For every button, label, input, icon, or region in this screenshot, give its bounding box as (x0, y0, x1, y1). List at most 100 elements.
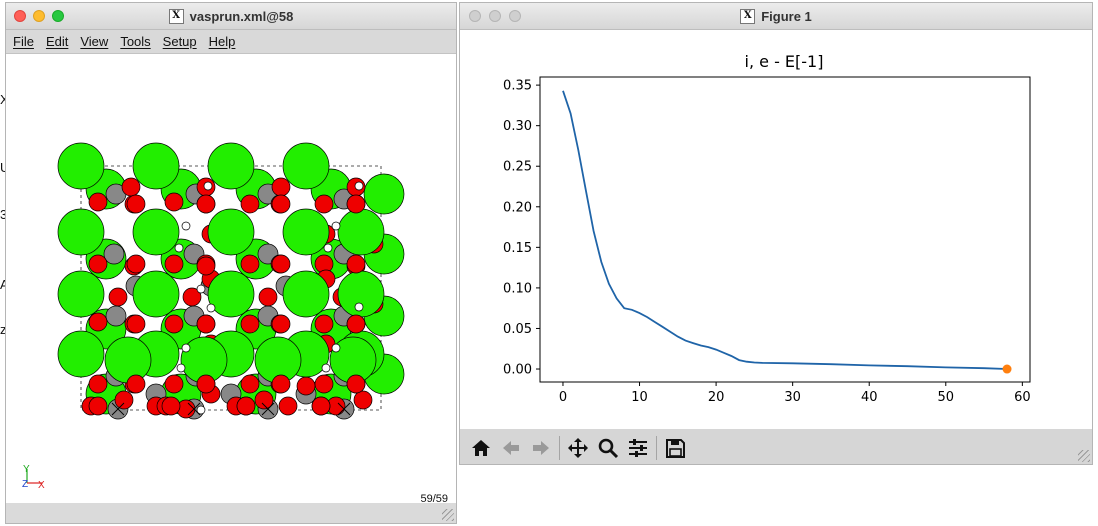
window-title: Figure 1 (761, 9, 812, 24)
c-atom (105, 305, 127, 327)
constraint-cross-icon (111, 402, 125, 416)
o-atom (240, 254, 260, 274)
axis-z-label: Z (22, 479, 28, 490)
y-tick-label: 0.20 (503, 200, 532, 215)
menu-view[interactable]: View (80, 34, 109, 49)
o-atom (314, 194, 334, 214)
save-icon[interactable] (660, 433, 690, 463)
resize-grip-icon[interactable] (442, 509, 454, 521)
o-atom (346, 254, 366, 274)
figure-window: X Figure 1 i, e - E[-1] 0 10 20 30 40 50 60 0.0… (459, 2, 1093, 465)
o-atom (271, 314, 291, 334)
o-atom (311, 396, 331, 416)
o-atom (196, 256, 216, 276)
o-atom (296, 376, 316, 396)
menu-help[interactable]: Help (208, 34, 236, 49)
h-atom (354, 181, 364, 191)
x11-icon: X (168, 9, 184, 24)
y-tick-label: 0.10 (503, 281, 532, 296)
ca-atom (282, 142, 330, 190)
h-atom (196, 405, 206, 415)
h-atom (321, 363, 331, 373)
menu-setup[interactable]: Setup (162, 34, 197, 49)
edge-glyph-4: A (0, 277, 9, 292)
o-atom (164, 374, 184, 394)
o-atom (271, 254, 291, 274)
h-atom (181, 221, 191, 231)
ca-atom (104, 336, 152, 384)
ca-atom (207, 142, 255, 190)
o-atom (314, 374, 334, 394)
x-tick-label: 30 (784, 390, 801, 405)
ca-atom (282, 208, 330, 256)
titlebar[interactable]: X Figure 1 (460, 3, 1092, 30)
navigation-toolbar (460, 429, 1092, 464)
x11-icon: X (740, 9, 756, 24)
h-atom (354, 302, 364, 312)
ca-atom (57, 270, 105, 318)
atoms-layer (57, 142, 405, 420)
maximize-window-button[interactable] (509, 10, 521, 22)
x-tick-label: 10 (631, 390, 648, 405)
o-atom (240, 314, 260, 334)
edge-glyph-2: U (0, 160, 9, 175)
x-tick-label: 40 (861, 390, 878, 405)
minimize-window-button[interactable] (489, 10, 501, 22)
maximize-window-button[interactable] (52, 10, 64, 22)
o-atom (88, 374, 108, 394)
o-atom (121, 177, 141, 197)
y-tick-label: 0.35 (503, 79, 532, 94)
ca-atom (57, 330, 105, 378)
home-icon[interactable] (466, 433, 496, 463)
ca-atom (132, 270, 180, 318)
y-tick-label: 0.05 (503, 322, 532, 337)
toolbar-separator (656, 435, 657, 460)
pan-icon[interactable] (563, 433, 593, 463)
h-atom (203, 181, 213, 191)
forward-arrow-icon[interactable] (526, 433, 556, 463)
h-atom (323, 243, 333, 253)
resize-grip-icon[interactable] (1078, 450, 1090, 462)
o-atom (196, 374, 216, 394)
close-window-button[interactable] (14, 10, 26, 22)
ase-gui-window: X vasprun.xml@58 File Edit View Tools Se… (5, 2, 457, 524)
o-atom (164, 314, 184, 334)
series-line (562, 90, 1008, 370)
edge-glyph-3: 3 (0, 207, 8, 222)
edge-glyph-5: z (0, 322, 7, 337)
zoom-icon[interactable] (593, 433, 623, 463)
minimize-window-button[interactable] (33, 10, 45, 22)
o-atom (346, 374, 366, 394)
o-atom (236, 396, 256, 416)
h-atom (206, 303, 216, 313)
y-tick-label: 0.00 (503, 363, 532, 378)
o-atom (353, 390, 373, 410)
structure-viewport[interactable]: Y Z X (6, 54, 456, 499)
ca-atom (207, 270, 255, 318)
plot-canvas[interactable]: i, e - E[-1] 0 10 20 30 40 50 60 0.00 0.05 0.10 0.… (460, 30, 1092, 429)
h-atom (181, 343, 191, 353)
configure-subplots-icon[interactable] (623, 433, 653, 463)
h-atom (331, 343, 341, 353)
o-atom (271, 194, 291, 214)
o-atom (126, 254, 146, 274)
o-atom (164, 192, 184, 212)
menu-tools[interactable]: Tools (120, 34, 151, 49)
window-title: vasprun.xml@58 (189, 9, 294, 24)
o-atom (346, 194, 366, 214)
o-atom (346, 314, 366, 334)
back-arrow-icon[interactable] (496, 433, 526, 463)
constraint-cross-icon (187, 402, 201, 416)
menu-edit[interactable]: Edit (45, 34, 69, 49)
axis-ticks: 0 10 20 30 40 50 60 0.00 0.05 0.10 0.15 0.20 0.25 0.3… (503, 79, 1031, 405)
ca-atom (57, 142, 105, 190)
close-window-button[interactable] (469, 10, 481, 22)
chart-title: i, e - E[-1] (745, 52, 824, 71)
x-tick-label: 60 (1014, 390, 1031, 405)
h-atom (196, 284, 206, 294)
y-tick-label: 0.30 (503, 119, 532, 134)
titlebar[interactable]: X vasprun.xml@58 (6, 3, 456, 30)
menu-file[interactable]: File (13, 34, 34, 49)
constraint-cross-icon (261, 402, 275, 416)
o-atom (108, 287, 128, 307)
